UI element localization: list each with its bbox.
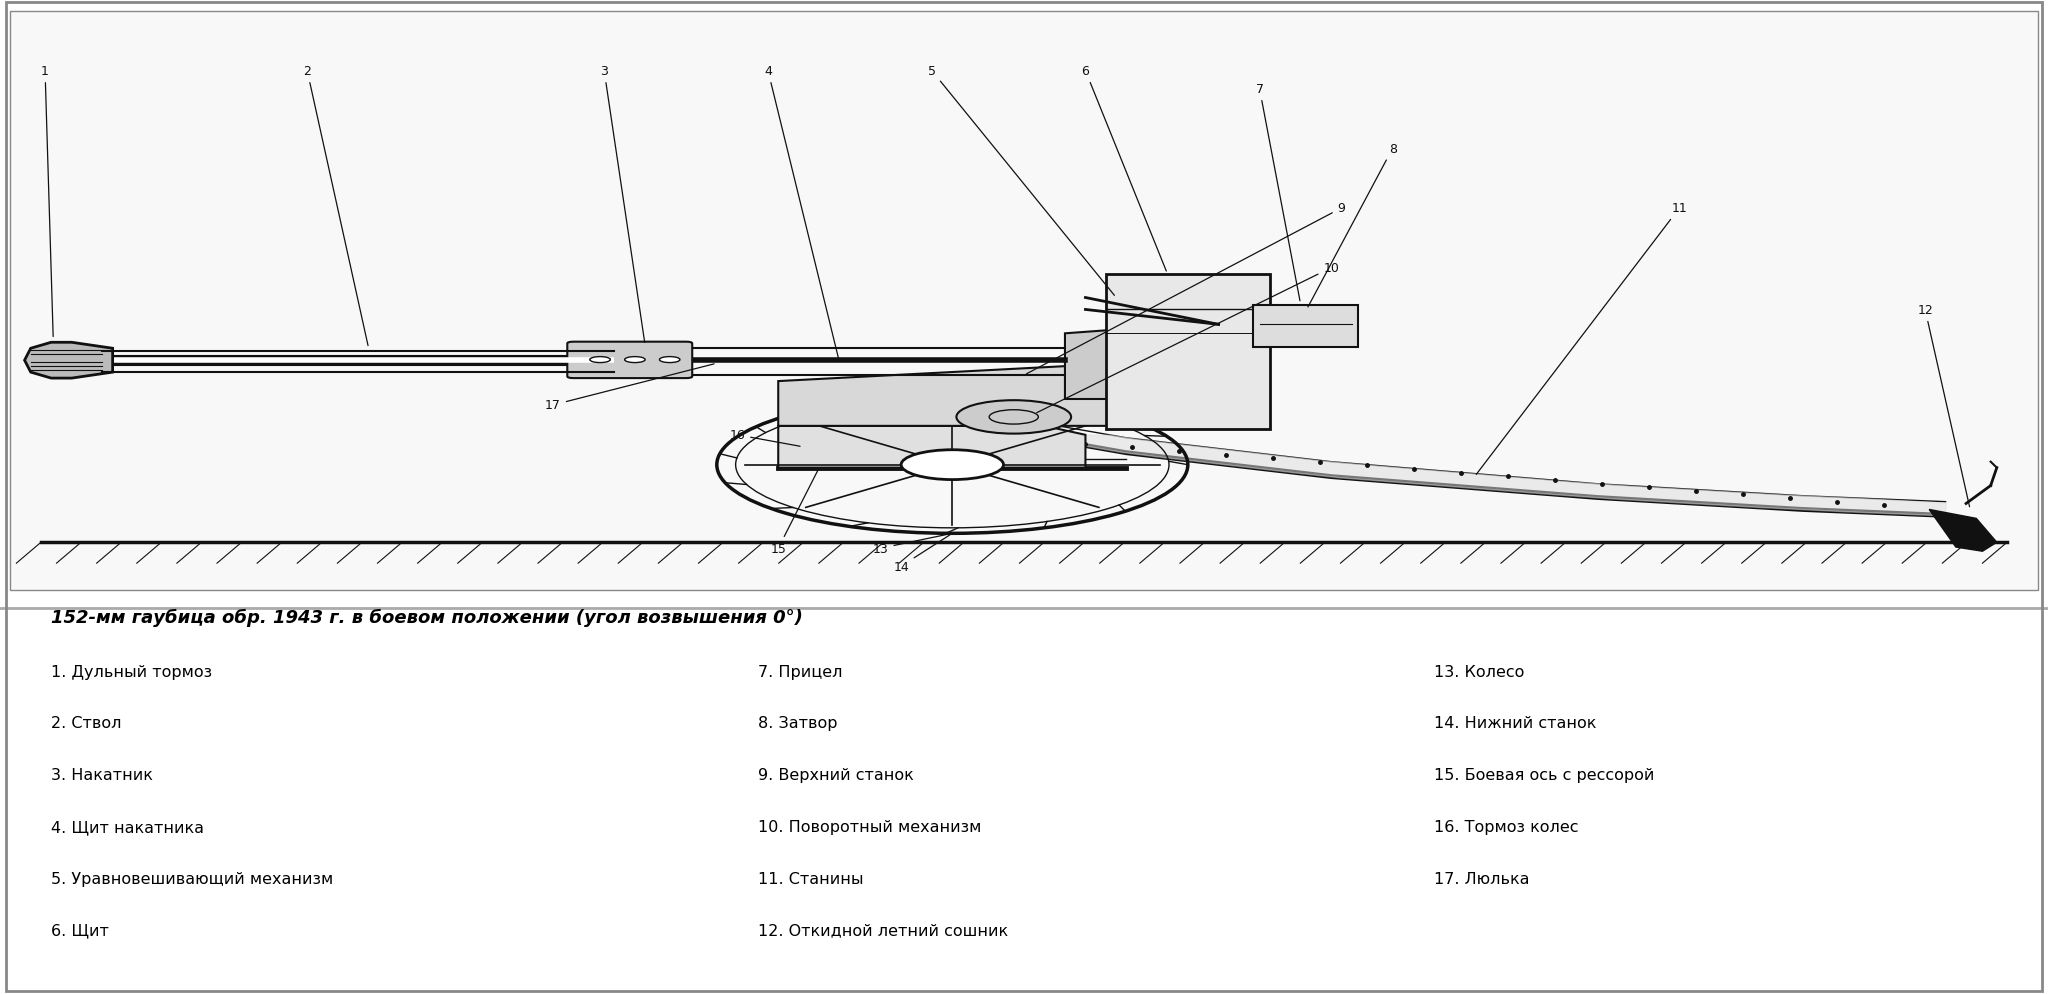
Circle shape: [659, 357, 680, 363]
Circle shape: [956, 401, 1071, 434]
Text: 11: 11: [1477, 202, 1688, 475]
FancyBboxPatch shape: [567, 342, 692, 379]
Text: 5: 5: [928, 65, 1114, 296]
Polygon shape: [778, 426, 1085, 468]
Text: 8. Затвор: 8. Затвор: [758, 716, 838, 731]
Text: 2. Ствол: 2. Ствол: [51, 716, 121, 731]
Text: 3. Накатник: 3. Накатник: [51, 767, 154, 782]
Text: 2: 2: [303, 65, 369, 346]
Text: 15: 15: [770, 470, 817, 556]
Text: 9: 9: [1026, 202, 1346, 375]
Text: 8: 8: [1309, 142, 1397, 308]
Text: 17. Люлька: 17. Люлька: [1434, 871, 1530, 886]
Circle shape: [901, 450, 1004, 480]
Text: 11. Станины: 11. Станины: [758, 871, 864, 886]
Text: 7: 7: [1255, 83, 1300, 301]
Text: 12. Откидной летний сошник: 12. Откидной летний сошник: [758, 922, 1008, 937]
Text: 16. Тормоз колес: 16. Тормоз колес: [1434, 819, 1579, 834]
Text: 7. Прицел: 7. Прицел: [758, 664, 842, 679]
Circle shape: [590, 357, 610, 363]
Text: 12: 12: [1917, 303, 1970, 507]
Text: 10. Поворотный механизм: 10. Поворотный механизм: [758, 819, 981, 834]
Text: 17: 17: [545, 365, 715, 413]
FancyBboxPatch shape: [1253, 305, 1358, 348]
Text: 10: 10: [1036, 261, 1339, 414]
Polygon shape: [778, 367, 1167, 426]
Text: 13: 13: [872, 535, 950, 556]
Text: 4. Щит накатника: 4. Щит накатника: [51, 819, 205, 834]
Text: 14. Нижний станок: 14. Нижний станок: [1434, 716, 1595, 731]
Text: 152-мм гаубица обр. 1943 г. в боевом положении (угол возвышения 0°): 152-мм гаубица обр. 1943 г. в боевом пол…: [51, 608, 803, 626]
Polygon shape: [25, 343, 113, 379]
Text: 6: 6: [1081, 65, 1165, 271]
Text: 15. Боевая ось с рессорой: 15. Боевая ось с рессорой: [1434, 767, 1655, 782]
Polygon shape: [1929, 510, 1997, 552]
Text: 13. Колесо: 13. Колесо: [1434, 664, 1524, 679]
FancyBboxPatch shape: [10, 12, 2038, 590]
Text: 1. Дульный тормоз: 1. Дульный тормоз: [51, 664, 213, 679]
Polygon shape: [1106, 274, 1270, 429]
Text: 1: 1: [41, 65, 53, 337]
Text: 6. Щит: 6. Щит: [51, 922, 109, 937]
Text: 3: 3: [600, 65, 645, 343]
Text: 4: 4: [764, 65, 840, 361]
Text: 16: 16: [729, 428, 801, 446]
Text: 14: 14: [893, 536, 950, 574]
Circle shape: [625, 357, 645, 363]
Polygon shape: [1065, 322, 1270, 400]
Text: 9. Верхний станок: 9. Верхний станок: [758, 767, 913, 782]
Text: 5. Уравновешивающий механизм: 5. Уравновешивающий механизм: [51, 871, 334, 886]
